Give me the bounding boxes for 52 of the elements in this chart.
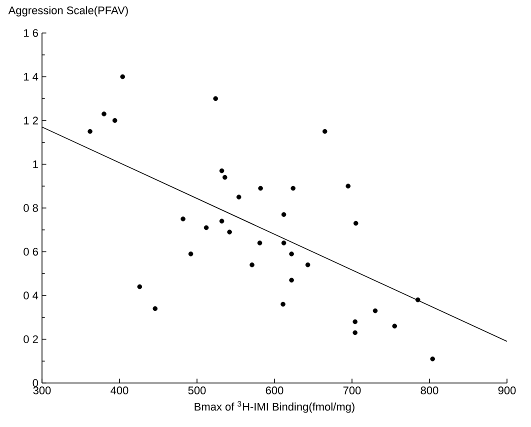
point [188, 252, 194, 256]
point [219, 168, 224, 174]
x-tick-label: 600 [266, 386, 284, 394]
y-tick-label: 1 2 [24, 116, 38, 124]
x-axis-title: Bmax of $^{3}$H-IMI Binding(fmol/mg) [194, 401, 354, 413]
point [322, 129, 328, 134]
y-tick-label: 0 2 [24, 335, 38, 344]
point [372, 308, 378, 314]
point [415, 297, 420, 302]
y-tick-label: 0 4 [24, 292, 38, 300]
point [120, 74, 125, 80]
point [112, 118, 118, 123]
point [137, 284, 142, 290]
point [280, 302, 286, 307]
point [152, 306, 158, 312]
x-tick-label: 900 [498, 386, 516, 394]
point [227, 230, 232, 234]
point [392, 324, 398, 329]
point [213, 96, 218, 102]
point [222, 174, 228, 180]
y-tick-label: 0 8 [24, 204, 38, 212]
point [305, 262, 310, 268]
point [180, 216, 186, 222]
point [290, 186, 296, 191]
y-tick-label: 0 6 [24, 248, 38, 256]
point [289, 252, 294, 256]
point [430, 356, 435, 362]
x-tick-label: 800 [420, 386, 438, 394]
point [204, 225, 209, 230]
y-tick-label: 1 4 [24, 72, 38, 81]
y-axis-title: Aggression Scale(PFAV) [8, 6, 128, 16]
point [102, 112, 106, 116]
point [352, 319, 358, 324]
y-tick-label: 1 [33, 160, 38, 168]
point [219, 218, 224, 224]
point [258, 186, 263, 191]
x-tick-label: 700 [343, 386, 361, 394]
point [250, 262, 254, 268]
point [352, 330, 358, 336]
point [353, 220, 358, 226]
point [281, 240, 286, 246]
point [257, 240, 262, 246]
point [346, 184, 351, 189]
x-tick-label: 400 [110, 386, 128, 394]
point [88, 129, 92, 134]
x-tick-label: 500 [188, 386, 206, 394]
y-tick-label: 0 [32, 379, 38, 387]
point [236, 194, 242, 200]
x-tick-label: 300 [33, 386, 51, 394]
point [289, 278, 294, 283]
y-tick-label: 1 6 [24, 29, 38, 37]
point [281, 212, 286, 217]
